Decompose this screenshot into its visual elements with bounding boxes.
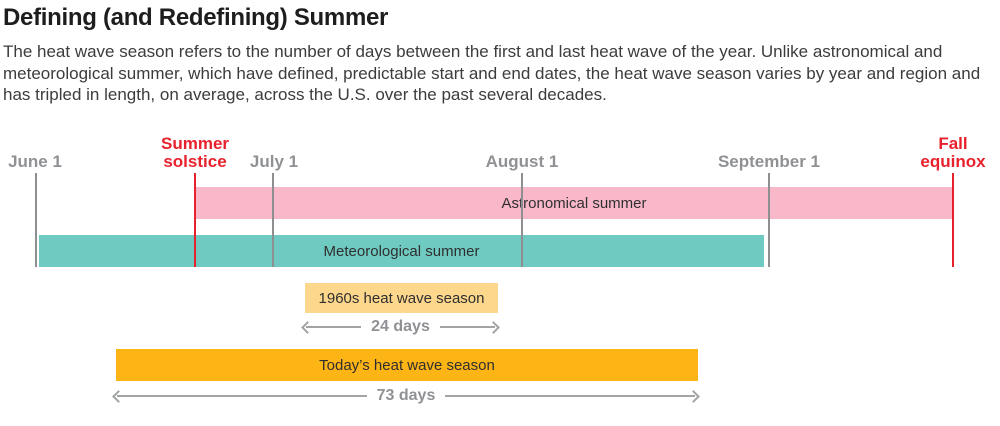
page-title: Defining (and Redefining) Summer [3, 4, 389, 31]
tick-label-fall-equinox: Fall equinox [920, 134, 986, 171]
intro-paragraph: The heat wave season refers to the numbe… [3, 42, 981, 104]
tick-label-september-1: September 1 [717, 152, 821, 171]
bar-label-astronomical-summer: Astronomical summer [501, 194, 647, 212]
duration-label-24-days: 24 days [371, 318, 430, 335]
arrow-line [306, 326, 362, 328]
arrowhead-right-icon [487, 320, 500, 334]
tick-mark-september-1 [768, 173, 770, 267]
arrow-line [445, 395, 695, 397]
arrowhead-left-icon [112, 389, 125, 403]
tick-mark-july-1 [272, 173, 274, 267]
tick-mark-august-1 [521, 173, 523, 267]
duration-range-24-days: 24 days [301, 318, 500, 335]
tick-mark-summer-solstice [194, 173, 196, 267]
bar-astronomical-summer: Astronomical summer [196, 187, 952, 219]
bar-label-1960s-heat-wave-season: 1960s heat wave season [318, 289, 485, 307]
bar-todays-heat-wave-season: Today’s heat wave season [116, 349, 698, 381]
arrowhead-right-icon [687, 389, 700, 403]
bar-1960s-heat-wave-season: 1960s heat wave season [305, 283, 498, 313]
bar-label-meteorological-summer: Meteorological summer [323, 242, 480, 260]
bar-label-todays-heat-wave-season: Today’s heat wave season [319, 356, 495, 374]
tick-label-june-1: June 1 [8, 152, 62, 171]
duration-label-73-days: 73 days [376, 387, 436, 404]
timeline-chart: June 1 Summer solstice July 1 August 1 S… [0, 125, 1000, 426]
arrow-line [439, 326, 495, 328]
tick-label-summer-solstice: Summer solstice [160, 134, 230, 171]
tick-mark-june-1 [35, 173, 37, 267]
duration-range-73-days: 73 days [112, 387, 700, 404]
tick-label-august-1: August 1 [485, 152, 559, 171]
tick-mark-fall-equinox [952, 173, 954, 267]
tick-label-july-1: July 1 [249, 152, 299, 171]
arrow-line [117, 395, 367, 397]
bar-meteorological-summer: Meteorological summer [39, 235, 764, 267]
arrowhead-left-icon [301, 320, 314, 334]
